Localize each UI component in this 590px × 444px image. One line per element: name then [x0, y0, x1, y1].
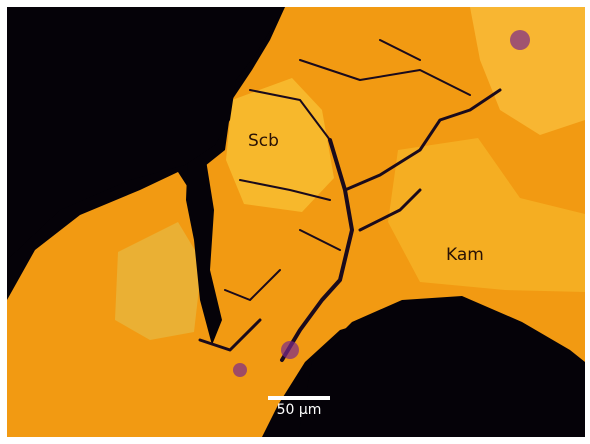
scale-label: 50 µm	[277, 402, 322, 418]
speck	[510, 30, 530, 50]
micrograph: Scb Kam 50 µm	[0, 0, 590, 444]
scale-bar	[268, 396, 330, 400]
mineral-label: Scb	[248, 131, 279, 151]
speck	[281, 341, 299, 359]
mineral-label: Kam	[446, 245, 484, 265]
speck	[233, 363, 247, 377]
